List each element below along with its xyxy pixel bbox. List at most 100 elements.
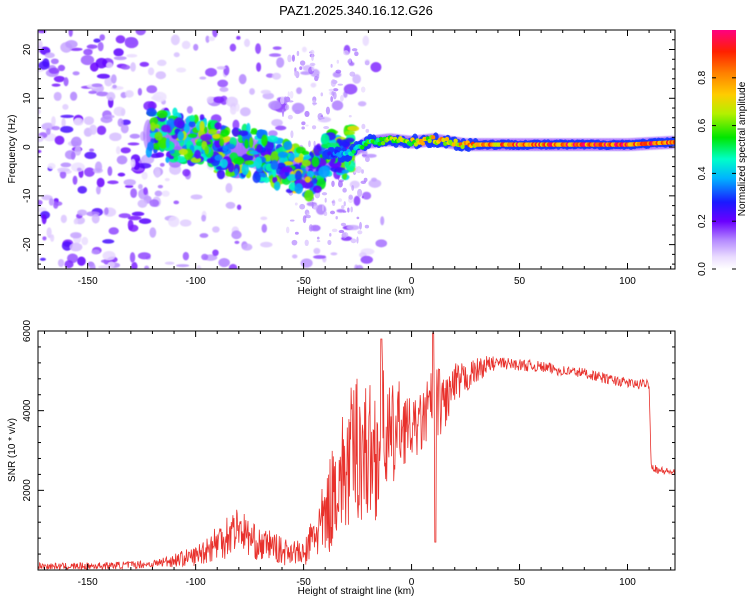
spectrogram-cell <box>342 187 347 193</box>
spectrogram-cell <box>93 38 101 43</box>
snr-series-line <box>38 332 675 570</box>
spectrogram-cell <box>107 180 119 185</box>
spectrogram-cell <box>342 210 347 213</box>
spectrogram-cell <box>351 185 355 191</box>
spectrogram-cell <box>212 226 220 233</box>
spectrogram-cell <box>338 229 345 234</box>
spectrogram-cell <box>293 70 298 77</box>
spectrogram-cell <box>165 137 170 149</box>
spectrogram-cell <box>96 185 101 195</box>
spectrogram-cell <box>144 265 150 269</box>
spectrogram-cell <box>178 148 188 156</box>
spectrogram-cell <box>115 35 126 44</box>
spectrogram-cell <box>244 160 254 165</box>
spectrogram-cell <box>311 177 317 185</box>
spectrogram-cell <box>159 162 165 167</box>
spectrogram-cell <box>268 100 282 110</box>
spectrogram-cell <box>53 91 62 101</box>
spectrogram-cell <box>427 138 432 144</box>
spectrogram-cell <box>96 91 109 97</box>
snr-x-tick-label: -100 <box>186 577 206 588</box>
spectrogram-cell <box>38 40 43 50</box>
spectrogram-cell <box>206 96 215 104</box>
spectrogram-cell <box>241 153 254 163</box>
spectrogram-cell <box>340 94 344 102</box>
spectrogram-cell <box>377 141 382 147</box>
spectrogram-cell <box>46 227 52 238</box>
colorbar-label: Normalized spectral amplitude <box>737 81 748 216</box>
spectrogram-cell <box>89 262 96 269</box>
spectrogram-cell <box>355 264 364 269</box>
spectrogram-cell <box>150 153 161 159</box>
spectrogram-cell <box>364 156 370 163</box>
spectrogram-cell <box>48 198 54 206</box>
spectrogram-cell <box>69 242 83 252</box>
spectrogram-cell <box>102 250 116 261</box>
spectrogram-cell <box>318 165 331 178</box>
snr-x-tick-label: 100 <box>619 577 636 588</box>
spectrogram-cell <box>120 108 126 117</box>
spectrogram-cell <box>283 161 294 166</box>
spectrogram-cell <box>98 265 112 269</box>
spectrogram-cell <box>347 207 350 213</box>
spectrogram-cell <box>120 147 131 154</box>
spectrogram-cell <box>244 38 251 48</box>
colorbar-tick-label: 0.2 <box>697 214 708 228</box>
spectrogram-cell <box>77 256 86 266</box>
spectrogram-cell <box>48 67 60 74</box>
spectrogram-cell <box>216 169 226 180</box>
spectrogram-cell <box>413 142 419 147</box>
spectrogram-cell <box>51 125 60 131</box>
spectrogram-cell <box>291 54 295 62</box>
spectrogram-cell <box>329 233 332 237</box>
spectrogram-cell <box>117 172 126 177</box>
spectrogram-cell <box>104 207 109 215</box>
spectrogram-cell <box>375 239 388 248</box>
spectrogram-cell <box>68 30 73 37</box>
spectrogram-cell <box>211 133 221 139</box>
spectrogram-cell <box>294 231 299 235</box>
spectrogram-cell <box>95 57 108 69</box>
spectrogram-y-tick-label: 20 <box>22 44 33 56</box>
spectrogram-cell <box>301 121 306 126</box>
spectrogram-cell <box>128 224 139 232</box>
spectrogram-cell <box>325 106 331 115</box>
spectrogram-cell <box>289 219 295 222</box>
spectrogram-cell <box>137 199 148 208</box>
snr-x-axis: -150 -100 -50 0 50 100 <box>43 331 672 588</box>
spectrogram-cell <box>353 195 361 206</box>
spectrogram-cell <box>199 114 205 121</box>
spectrogram-cell <box>137 252 151 260</box>
spectrogram-cell <box>268 53 282 57</box>
spectrogram-cell <box>83 116 95 126</box>
spectrogram-cell <box>338 179 344 183</box>
spectrogram-cell <box>129 252 136 263</box>
spectrogram-cell <box>139 61 150 67</box>
spectrogram-cell <box>360 86 366 93</box>
spectrogram-cell <box>182 169 191 177</box>
spectrogram-cell <box>60 214 67 224</box>
spectrogram-cell <box>323 211 328 216</box>
spectrogram-marks <box>38 30 675 269</box>
spectrogram-cell <box>222 145 228 153</box>
spectrogram-cell <box>360 145 365 150</box>
spectrogram-cell <box>187 133 198 138</box>
spectrogram-cell <box>232 119 240 131</box>
spectrogram-cell <box>204 146 210 155</box>
spectrogram-cell <box>106 91 116 101</box>
spectrogram-cell <box>172 107 178 117</box>
spectrogram-cell <box>176 264 190 268</box>
spectrogram-cell <box>91 249 101 255</box>
snr-x-tick-label: 50 <box>514 577 526 588</box>
spectrogram-cell <box>199 76 207 80</box>
spectrogram-cell <box>305 124 309 127</box>
spectrogram-cell <box>272 167 277 178</box>
spectrogram-cell <box>225 170 236 177</box>
spectrogram-cell <box>453 138 458 143</box>
snr-panel: -150 -100 -50 0 50 100 2000 4000 6000 Height of… <box>7 319 676 597</box>
spectrogram-cell <box>201 253 209 261</box>
snr-y-tick-label: 2000 <box>22 479 33 502</box>
spectrogram-cell <box>342 231 349 238</box>
spectrogram-x-tick-label: 50 <box>514 276 526 287</box>
